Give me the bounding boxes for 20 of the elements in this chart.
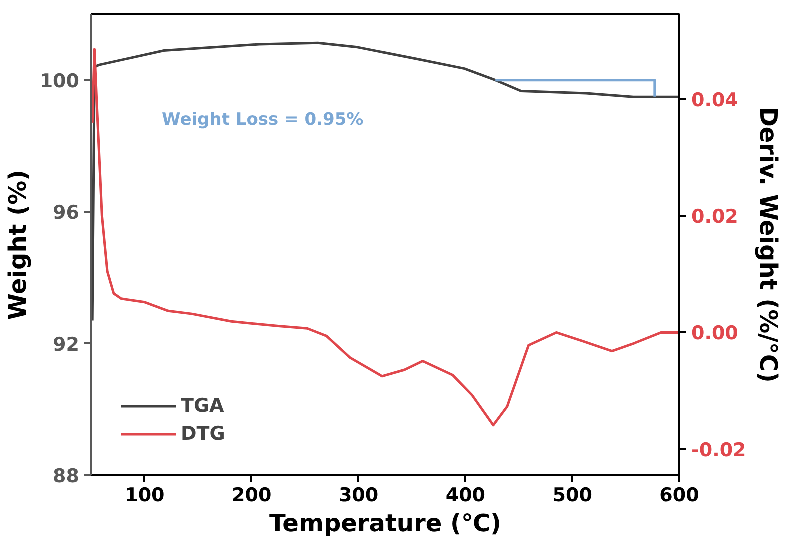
- annotation: Weight Loss = 0.95%: [162, 110, 364, 130]
- legend-label: TGA: [181, 395, 224, 417]
- y-tick-label: 100: [40, 70, 80, 92]
- y-tick-label: 96: [53, 202, 80, 224]
- x-axis-title: Temperature (℃): [270, 510, 502, 538]
- y2-axis-title: Deriv. Weight (%/°C): [754, 107, 782, 383]
- y2-tick-label: -0.02: [692, 439, 746, 462]
- y-axis-title: Weight (%): [4, 170, 32, 320]
- y2-tick-label: 0.00: [692, 322, 738, 345]
- x-tick-label: 100: [125, 484, 165, 506]
- x-tick-label: 300: [338, 484, 379, 506]
- x-tick-label: 400: [446, 484, 486, 506]
- y-tick-label: 92: [53, 334, 80, 356]
- x-tick-label: 500: [552, 484, 592, 506]
- x-tick-label: 600: [660, 484, 700, 506]
- x-tick-label: 200: [232, 484, 272, 506]
- y2-tick-label: 0.04: [692, 90, 738, 112]
- legend-label: DTG: [181, 423, 226, 445]
- y-tick-label: 88: [53, 466, 80, 488]
- y2-tick-label: 0.02: [692, 206, 738, 228]
